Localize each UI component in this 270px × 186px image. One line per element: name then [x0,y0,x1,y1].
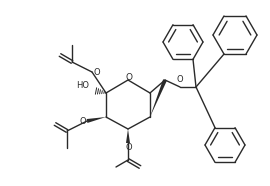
Text: HO: HO [76,81,89,89]
Text: O: O [126,143,132,152]
Text: O: O [177,75,183,84]
Polygon shape [126,129,130,143]
Text: O: O [79,116,86,126]
Text: O: O [126,73,133,81]
Polygon shape [150,79,167,117]
Text: O: O [93,68,100,76]
Polygon shape [87,117,106,123]
